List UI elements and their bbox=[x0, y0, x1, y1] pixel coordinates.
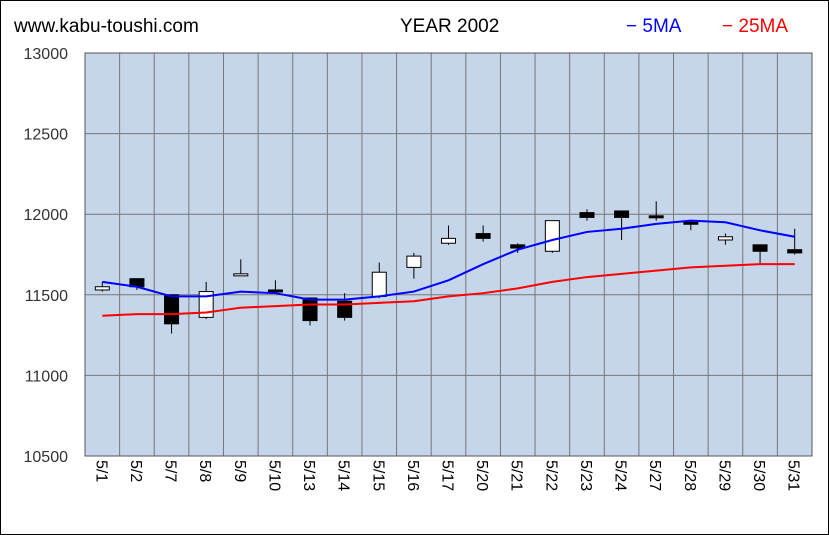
candle-body bbox=[787, 249, 803, 254]
y-tick-label: 10500 bbox=[24, 449, 69, 466]
candle-body bbox=[579, 212, 595, 218]
candle-body bbox=[198, 291, 214, 318]
x-tick-label: 5/28 bbox=[681, 460, 698, 491]
x-tick-label: 5/9 bbox=[231, 460, 248, 482]
x-tick-label: 5/7 bbox=[162, 460, 179, 482]
candle-body bbox=[510, 244, 526, 249]
x-tick-label: 5/16 bbox=[404, 460, 421, 491]
x-tick-label: 5/27 bbox=[646, 460, 663, 491]
candle-body bbox=[752, 244, 768, 252]
candle-body bbox=[302, 297, 318, 322]
series-line-25ma bbox=[102, 263, 795, 317]
candle-body bbox=[164, 294, 180, 325]
x-tick-label: 5/2 bbox=[127, 460, 144, 482]
x-tick-label: 5/21 bbox=[508, 460, 525, 491]
y-tick-label: 11000 bbox=[25, 368, 68, 385]
x-tick-label: 5/22 bbox=[542, 460, 559, 491]
candle-body bbox=[441, 237, 456, 244]
plot-area bbox=[85, 53, 812, 456]
candle-body bbox=[406, 255, 422, 268]
candle-body bbox=[475, 233, 491, 239]
chart-title: YEAR 2002 bbox=[400, 16, 500, 37]
x-tick-label: 5/15 bbox=[369, 460, 386, 491]
candle-body bbox=[717, 236, 733, 241]
candle-body bbox=[648, 215, 664, 219]
x-tick-label: 5/24 bbox=[612, 460, 629, 491]
candle-body bbox=[94, 286, 110, 291]
candle-body bbox=[683, 221, 699, 225]
y-tick-label: 13000 bbox=[24, 46, 69, 63]
x-tick-label: 5/23 bbox=[577, 460, 594, 491]
legend-25ma: − 25MA bbox=[722, 16, 789, 37]
x-tick-label: 5/1 bbox=[92, 460, 109, 482]
candle-body bbox=[544, 220, 560, 252]
legend-5ma: − 5MA bbox=[626, 16, 682, 37]
y-tick-label: 12000 bbox=[24, 207, 69, 224]
x-tick-label: 5/8 bbox=[196, 460, 213, 482]
x-tick-label: 5/30 bbox=[750, 460, 767, 491]
plot-border bbox=[84, 52, 813, 457]
site-url: www.kabu-toushi.com bbox=[14, 16, 199, 37]
candle-body bbox=[371, 271, 387, 297]
x-tick-label: 5/20 bbox=[473, 460, 490, 491]
x-tick-label: 5/29 bbox=[715, 460, 732, 491]
candle-body bbox=[233, 273, 249, 277]
y-tick-label: 12500 bbox=[24, 127, 69, 144]
candle-body bbox=[614, 210, 630, 218]
x-tick-label: 5/10 bbox=[265, 460, 282, 491]
x-tick-label: 5/31 bbox=[785, 460, 802, 491]
y-tick-label: 11500 bbox=[25, 288, 68, 305]
candle-body bbox=[267, 289, 283, 293]
x-tick-label: 5/14 bbox=[335, 460, 352, 491]
x-tick-label: 5/17 bbox=[439, 460, 456, 491]
series-line-5ma bbox=[102, 219, 795, 301]
x-tick-label: 5/13 bbox=[300, 460, 317, 491]
